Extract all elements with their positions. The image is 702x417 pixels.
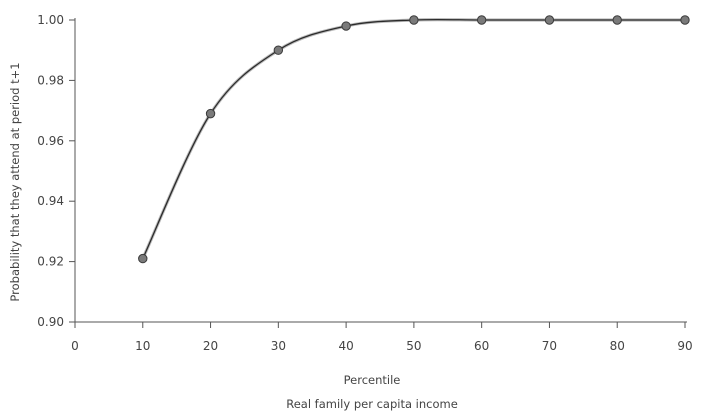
x-tick-label: 60 — [474, 339, 489, 353]
x-axis-subtitle: Real family per capita income — [286, 397, 458, 411]
series-line — [142, 18, 685, 259]
x-tick-label: 90 — [677, 339, 692, 353]
x-tick-label: 70 — [542, 339, 557, 353]
data-point — [341, 21, 351, 31]
x-tick-label: 30 — [271, 339, 286, 353]
y-tick-label: 0.94 — [37, 194, 64, 208]
y-tick-label: 0.96 — [37, 134, 64, 148]
y-tick-label: 0.98 — [37, 73, 64, 87]
x-tick-label: 50 — [406, 339, 421, 353]
y-ticks: 0.90 0.92 0.94 0.96 0.98 1.00 — [37, 13, 75, 329]
data-point — [273, 45, 284, 55]
x-tick-label: 80 — [610, 339, 625, 353]
x-tick-label: 10 — [135, 339, 150, 353]
y-tick-label: 1.00 — [37, 13, 64, 27]
series — [138, 15, 690, 264]
data-point — [544, 15, 555, 25]
y-tick-label: 0.90 — [37, 315, 64, 329]
x-axis-title: Percentile — [344, 373, 401, 387]
data-point — [476, 15, 487, 25]
x-ticks: 0 10 20 30 40 50 60 70 80 90 — [71, 322, 693, 353]
data-point — [612, 15, 622, 25]
data-point — [138, 253, 148, 264]
x-tick-label: 40 — [338, 339, 353, 353]
data-point — [409, 15, 419, 25]
data-point — [680, 15, 690, 25]
x-tick-label: 20 — [203, 339, 218, 353]
series-line-halo — [141, 17, 685, 260]
y-axis-title: Probability that they attend at period t… — [8, 62, 22, 301]
y-tick-label: 0.92 — [37, 255, 64, 269]
data-point — [205, 108, 216, 119]
x-tick-label: 0 — [71, 339, 79, 353]
